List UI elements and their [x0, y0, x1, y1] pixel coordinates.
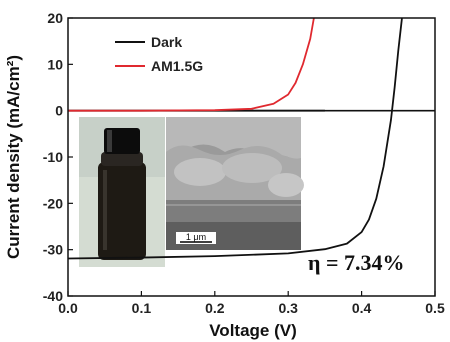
series-lines	[67, 17, 435, 260]
y-tick-label: -10	[43, 149, 63, 165]
sem-image-inset: 1 μm	[166, 117, 304, 250]
vial-photo-inset	[79, 117, 165, 267]
am15g-curve	[68, 17, 315, 112]
legend: Dark AM1.5G	[115, 34, 203, 74]
x-tick-label: 0.0	[58, 300, 78, 316]
legend-label-am15g: AM1.5G	[151, 58, 203, 74]
vial-shoulder	[101, 152, 143, 166]
x-axis-label: Voltage (V)	[209, 321, 297, 340]
y-tick-label: -20	[43, 195, 63, 211]
y-axis-label: Current density (mA/cm²)	[4, 55, 23, 259]
illuminated-jv-curve	[67, 17, 403, 260]
x-tick-label: 0.1	[132, 300, 152, 316]
vial-body	[98, 162, 146, 260]
y-tick-label: 0	[55, 103, 63, 119]
legend-label-dark: Dark	[151, 34, 182, 50]
y-tick-label: -30	[43, 242, 63, 258]
y-tick-label: 20	[47, 10, 63, 26]
x-tick-label: 0.4	[352, 300, 372, 316]
scale-bar-label: 1 μm	[186, 232, 206, 242]
y-tick-label: -40	[43, 288, 63, 304]
vial-cap	[104, 128, 140, 154]
x-tick-label: 0.2	[205, 300, 225, 316]
y-tick-label: 10	[47, 56, 63, 72]
plot-frame	[67, 17, 436, 297]
x-tick-label: 0.5	[425, 300, 445, 316]
x-tick-label: 0.3	[278, 300, 298, 316]
efficiency-annotation: η = 7.34%	[308, 250, 405, 275]
scale-bar-box	[176, 232, 216, 244]
axis-ticks: 0.0 0.1 0.2 0.3 0.4 0.5 -40 -30 -20 -10 0 10 20	[43, 10, 445, 316]
